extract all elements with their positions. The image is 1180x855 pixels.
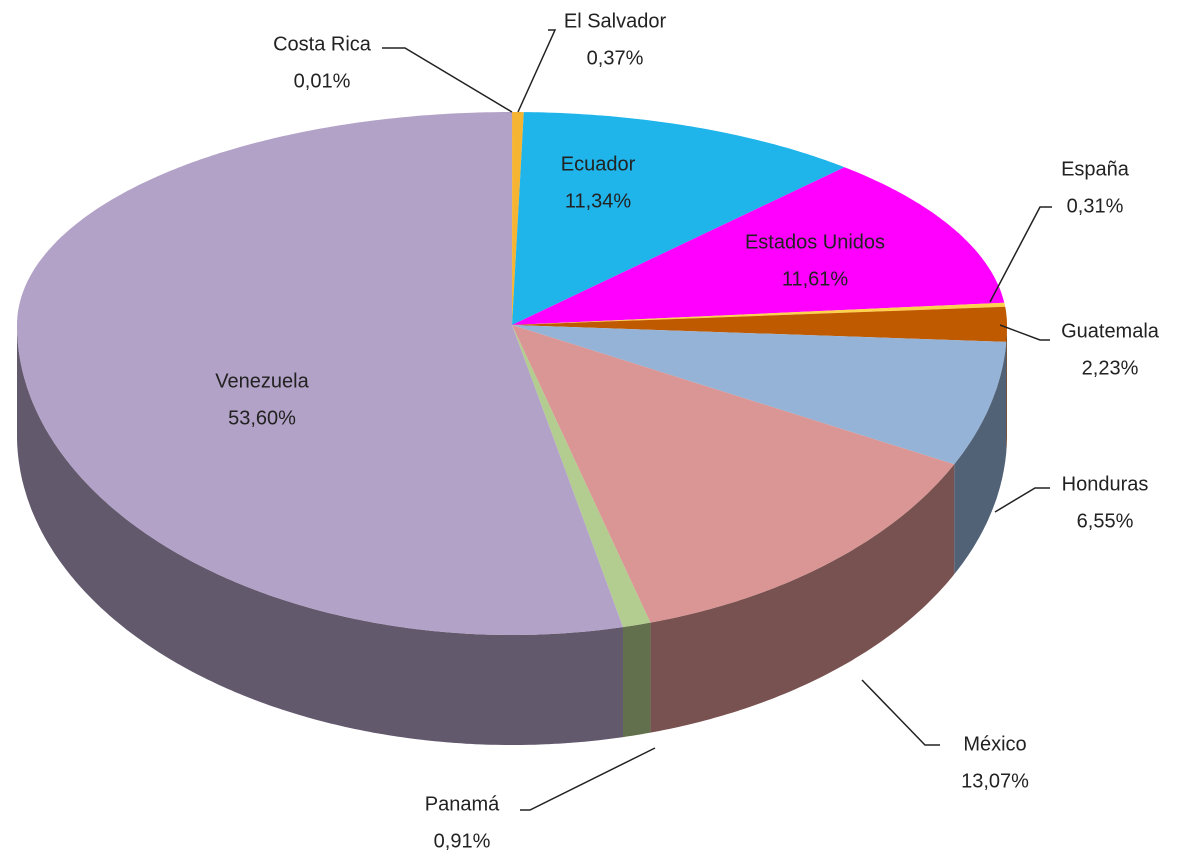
slice-side-shade: [623, 622, 651, 738]
leader-line: [382, 47, 513, 113]
slice-value-label: 0,01%: [294, 70, 351, 92]
slice-label: Panamá: [425, 793, 500, 815]
leader-line: [999, 324, 1050, 341]
slice-side: [623, 622, 651, 738]
slice: [512, 306, 1007, 342]
leader-line: [861, 679, 940, 746]
slice: [512, 112, 524, 325]
slice-label: Ecuador: [561, 153, 636, 175]
slice-label: Venezuela: [215, 370, 309, 392]
slice-side-shade: [1006, 325, 1007, 452]
slice-label: Estados Unidos: [745, 231, 885, 253]
slice-side: [650, 464, 955, 733]
slice-side: [954, 341, 1007, 575]
leader-line: [989, 206, 1052, 303]
slice: [512, 112, 845, 325]
slice: [512, 325, 955, 623]
slice: [17, 112, 623, 635]
slice: [512, 302, 1006, 325]
slice-label: Costa Rica: [273, 33, 372, 55]
leader-line: [517, 29, 557, 113]
slice-value-label: 0,31%: [1067, 195, 1124, 217]
slice-value-label: 2,23%: [1082, 357, 1139, 379]
slice: [512, 325, 1007, 465]
slice-value-label: 11,61%: [782, 268, 849, 290]
slice-side-shade: [650, 464, 955, 733]
slice-label: El Salvador: [564, 10, 667, 32]
slice-value-label: 6,55%: [1077, 510, 1134, 532]
slice-side-shade: [954, 341, 1007, 575]
slice-label: España: [1061, 158, 1130, 180]
slice-value-label: 53,60%: [228, 407, 296, 429]
slice-value-label: 0,37%: [587, 47, 644, 69]
slice-side: [1006, 325, 1007, 452]
slice: [512, 167, 1005, 325]
leader-line: [520, 747, 656, 811]
leader-line: [994, 487, 1050, 513]
slice-value-label: 11,34%: [565, 190, 632, 212]
slice-value-label: 0,91%: [434, 830, 491, 852]
slice-side: [17, 325, 623, 745]
slice: [512, 325, 651, 628]
slice-value-label: 13,07%: [961, 770, 1029, 792]
slice-label: México: [963, 733, 1026, 755]
slice-side-shade: [17, 325, 623, 745]
slice-label: Guatemala: [1061, 320, 1160, 342]
slice-label: Honduras: [1062, 473, 1149, 495]
